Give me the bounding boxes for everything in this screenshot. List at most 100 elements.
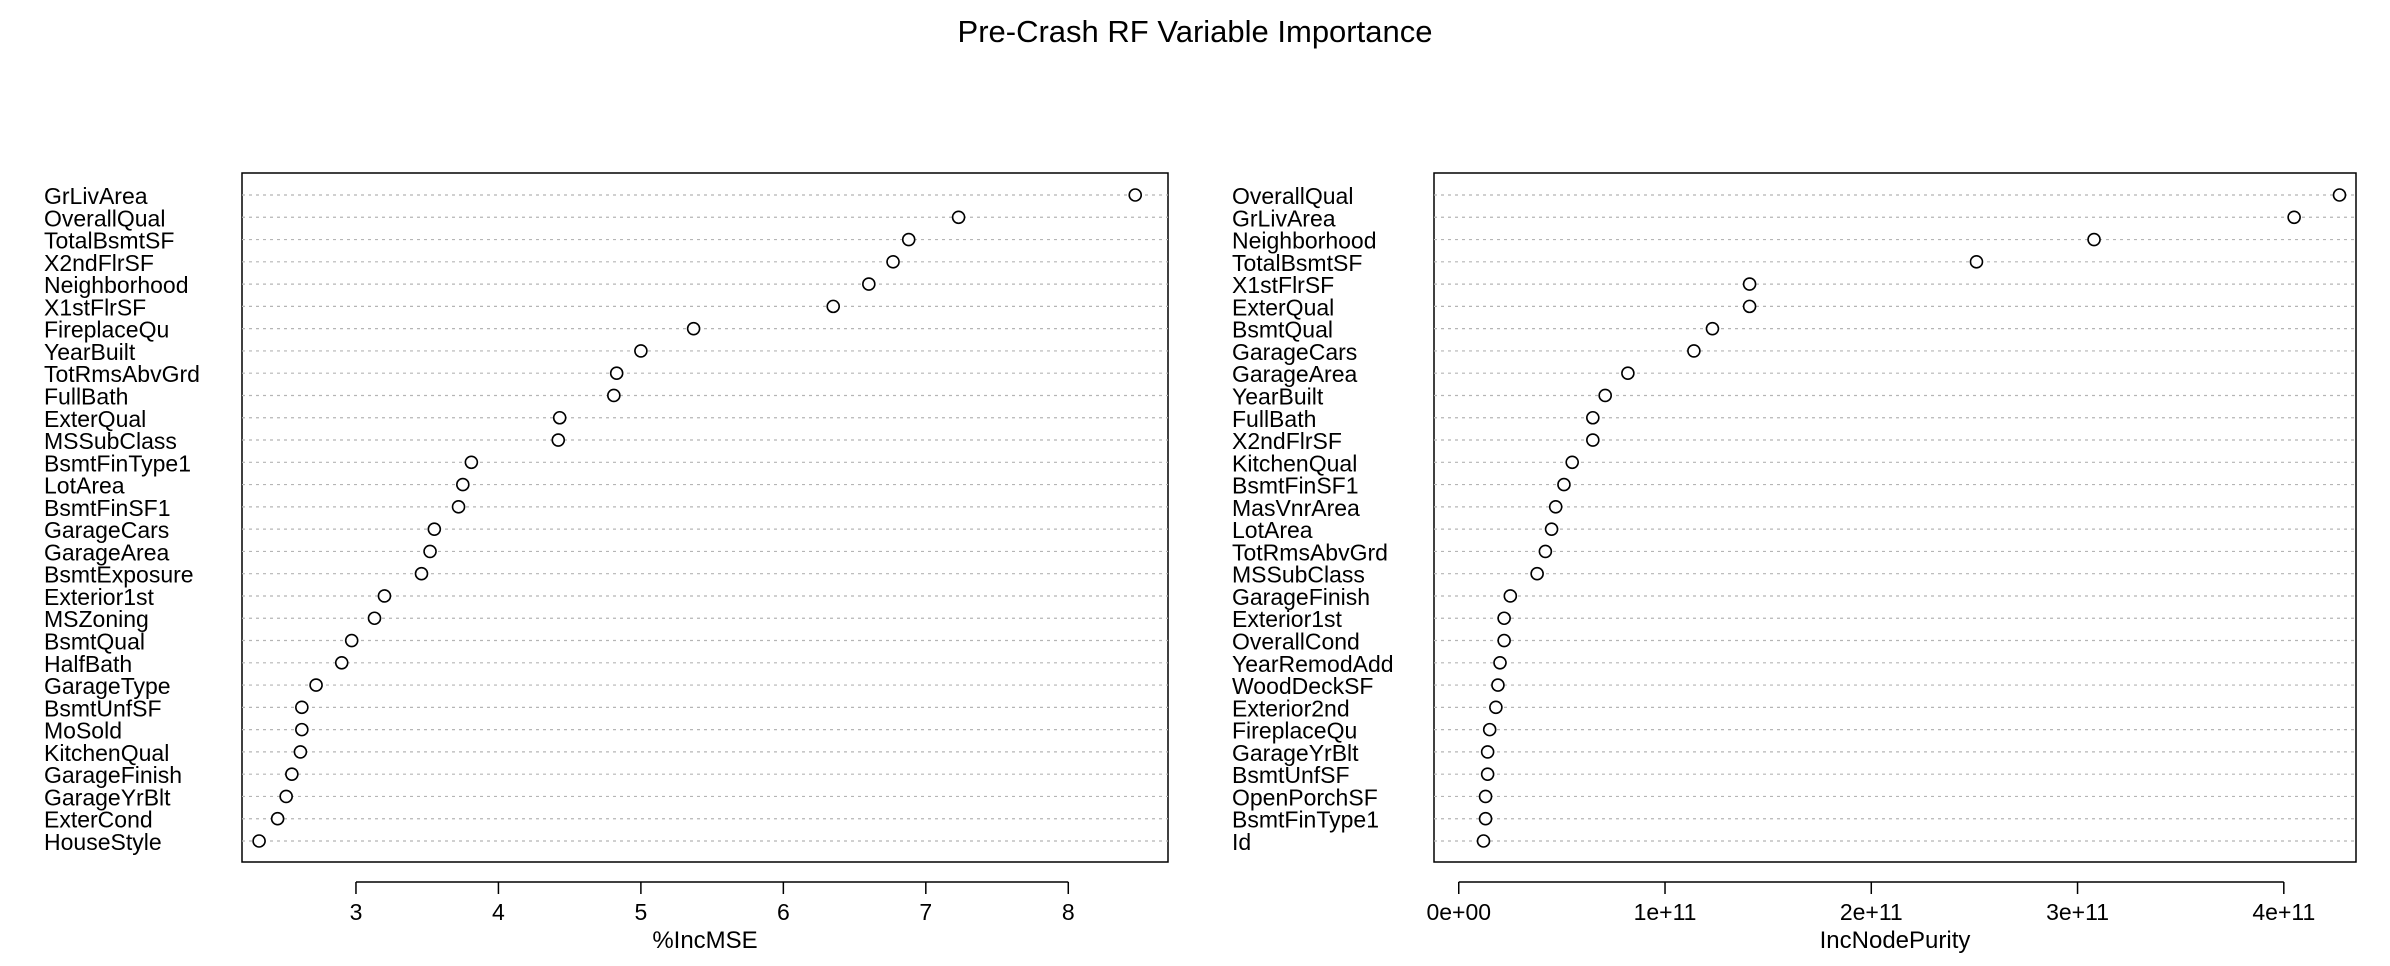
data-point (2332, 188, 2347, 202)
variable-label: MSZoning (44, 606, 149, 632)
variable-label: BsmtUnfSF (1232, 762, 1350, 788)
variable-label: OverallCond (1232, 629, 1360, 655)
data-point (1480, 745, 1495, 759)
variable-label: YearRemodAdd (1232, 651, 1394, 677)
data-point (2287, 210, 2301, 225)
variable-label: X2ndFlrSF (44, 250, 154, 276)
data-point (862, 277, 876, 291)
data-point (293, 745, 308, 759)
data-point (464, 455, 479, 470)
variable-label: YearBuilt (44, 339, 136, 365)
data-point (1497, 611, 1511, 626)
variable-label: OverallQual (1232, 183, 1353, 209)
variable-label: ExterQual (44, 406, 146, 432)
variable-label: MSSubClass (44, 428, 177, 454)
x-tick-label: 7 (919, 899, 932, 925)
data-point (1598, 388, 1612, 403)
variable-label: TotRmsAbvGrd (44, 361, 200, 387)
variable-label: HalfBath (44, 651, 132, 677)
data-point (1503, 589, 1518, 603)
data-point (344, 633, 359, 648)
data-point (1482, 722, 1497, 737)
data-point (1491, 678, 1505, 692)
variable-label: GarageFinish (44, 762, 182, 788)
data-point (1557, 477, 1571, 492)
x-axis-label: %IncMSE (652, 927, 757, 954)
data-point (423, 544, 437, 559)
variable-label: BsmtUnfSF (44, 695, 162, 721)
data-point (886, 255, 900, 269)
data-point (607, 388, 621, 403)
data-point (1476, 834, 1491, 848)
data-point (334, 655, 349, 670)
data-point (414, 566, 429, 581)
variable-label: X1stFlrSF (1232, 272, 1334, 298)
x-tick-label: 2e+11 (1840, 899, 1903, 925)
variable-label: GarageYrBlt (1232, 740, 1359, 766)
variable-label: OverallQual (44, 205, 165, 231)
variable-label: BsmtFinSF1 (1232, 473, 1359, 499)
data-point (1489, 700, 1503, 715)
x-tick-label: 4e+11 (2252, 899, 2315, 925)
data-point (1478, 811, 1493, 826)
data-point (1565, 455, 1579, 470)
variable-label: OpenPorchSF (1232, 784, 1378, 810)
variable-label: Neighborhood (44, 272, 189, 298)
data-point (609, 366, 624, 381)
variable-label: Exterior2nd (1232, 695, 1350, 721)
data-point (1687, 344, 1701, 358)
data-point (686, 321, 701, 336)
variable-label: FullBath (44, 383, 128, 409)
chart-title: Pre-Crash RF Variable Importance (957, 14, 1433, 49)
variable-label: BsmtFinType1 (1232, 807, 1379, 833)
x-tick-label: 5 (634, 899, 647, 925)
data-point (1548, 500, 1563, 514)
data-point (1538, 544, 1553, 559)
variable-label: KitchenQual (44, 740, 169, 766)
data-point (1969, 255, 1984, 269)
variable-label: GarageType (44, 673, 171, 699)
variable-label: MasVnrArea (1232, 495, 1360, 521)
variable-label: FireplaceQu (44, 317, 169, 343)
data-point (2087, 232, 2101, 247)
data-point (1478, 789, 1493, 804)
variable-label: GarageArea (1232, 361, 1358, 387)
variable-label: Id (1232, 829, 1251, 855)
variable-label: BsmtQual (1232, 317, 1333, 343)
variable-label: GarageFinish (1232, 584, 1370, 610)
x-tick-label: 4 (492, 899, 505, 925)
variable-label: FullBath (1232, 406, 1316, 432)
variable-label: Exterior1st (1232, 606, 1343, 632)
variable-label: GarageArea (44, 539, 170, 565)
variable-label: LotArea (44, 473, 125, 499)
variable-label: MSSubClass (1232, 562, 1365, 588)
variable-label: GrLivArea (1232, 205, 1336, 231)
data-point (826, 299, 841, 314)
data-point (1586, 433, 1600, 447)
plot-frame (1433, 172, 2357, 863)
data-point (427, 522, 442, 536)
x-tick-label: 8 (1062, 899, 1075, 925)
data-point (456, 477, 470, 492)
x-tick-label: 6 (777, 899, 790, 925)
data-point (1621, 366, 1635, 381)
variable-label: GarageCars (1232, 339, 1357, 365)
data-point (285, 767, 299, 781)
variable-label: BsmtExposure (44, 562, 194, 588)
data-point (1497, 633, 1511, 648)
data-point (295, 722, 309, 737)
variable-label: GrLivArea (44, 183, 148, 209)
data-point (451, 500, 466, 514)
data-point (1544, 522, 1559, 536)
data-point (1705, 321, 1720, 336)
variable-label: TotalBsmtSF (44, 228, 174, 254)
x-tick-label: 1e+11 (1634, 899, 1697, 925)
data-point (279, 789, 293, 804)
variable-label: LotArea (1232, 517, 1313, 543)
data-point (270, 811, 285, 826)
data-point (634, 344, 648, 358)
data-point (552, 410, 567, 425)
data-point (901, 232, 916, 247)
x-tick-label: 0e+00 (1426, 899, 1491, 925)
